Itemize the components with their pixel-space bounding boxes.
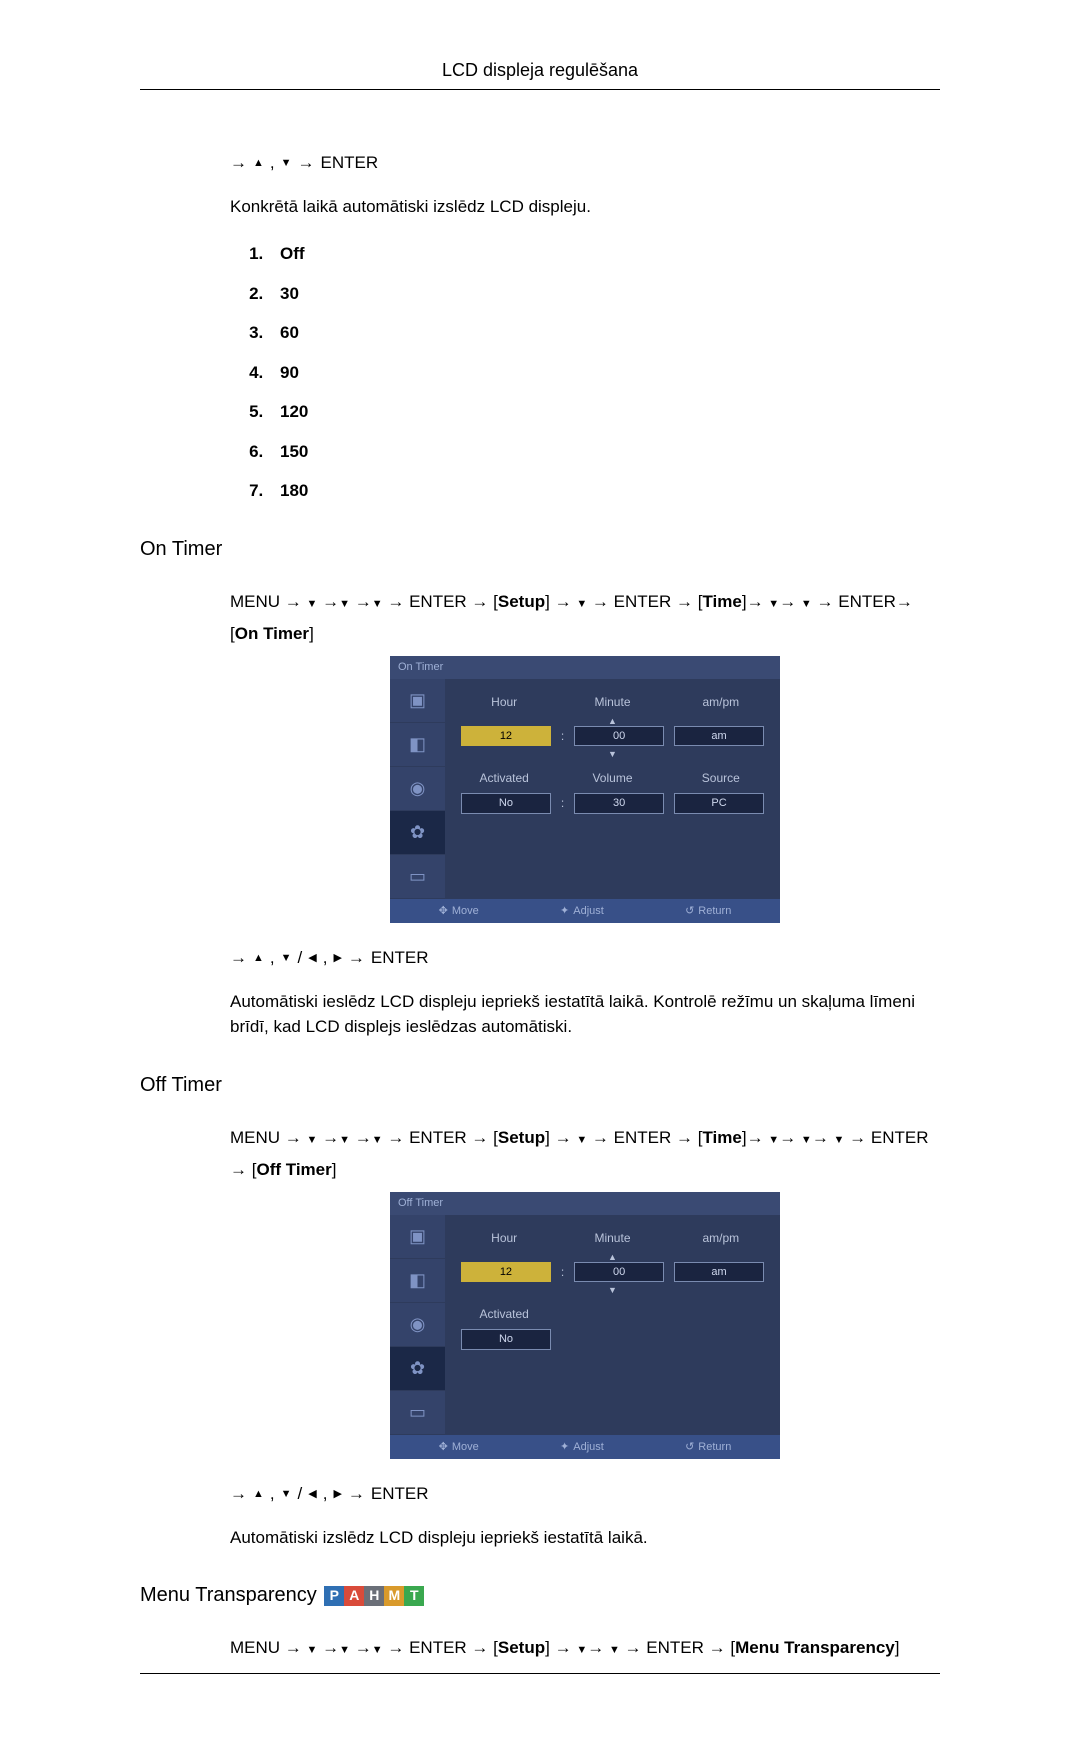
osd-label: Activated — [461, 769, 547, 787]
mode-badge: T — [404, 1586, 424, 1606]
osd-label: Minute — [569, 1229, 655, 1247]
osd-title: Off Timer — [390, 1192, 780, 1215]
list-item: 120 — [268, 399, 940, 425]
osd-sidebar: ▣ ◧ ◉ ✿ ▭ — [390, 1215, 445, 1435]
badge-group: PAHMT — [324, 1586, 424, 1606]
osd-value-ampm[interactable]: am — [674, 726, 764, 747]
triangle-down-icon — [281, 1486, 292, 1503]
off-timer-path: MENU → → → → ENTER → [Setup] → → ENTER →… — [230, 1122, 940, 1187]
osd-footer-move: ✥ Move — [439, 1439, 479, 1456]
list-item: 150 — [268, 439, 940, 465]
triangle-left-icon — [308, 950, 316, 967]
osd-label: Volume — [569, 769, 655, 787]
menu-transparency-title: Menu Transparency PAHMT — [140, 1580, 940, 1610]
osd-value-activated[interactable]: No — [461, 793, 551, 814]
triangle-right-icon — [333, 950, 341, 967]
triangle-up-icon — [253, 1486, 264, 1503]
osd-icon-multi[interactable]: ▭ — [390, 1391, 445, 1435]
osd-value-activated[interactable]: No — [461, 1329, 551, 1350]
osd-footer: ✥ Move ✦ Adjust ↺ Return — [390, 1435, 780, 1460]
enter-label: ENTER — [321, 150, 379, 176]
osd-icon-picture[interactable]: ▣ — [390, 679, 445, 723]
osd-value-minute[interactable]: 00 — [574, 726, 664, 747]
osd-footer: ✥ Move ✦ Adjust ↺ Return — [390, 899, 780, 924]
off-timer-desc: Automātiski izslēdz LCD displeju iepriek… — [230, 1525, 940, 1551]
comma: , — [270, 150, 275, 176]
options-list: Off 30 60 90 120 150 180 — [230, 241, 940, 504]
osd-label: Hour — [461, 1229, 547, 1247]
triangle-down-icon — [281, 155, 292, 172]
osd-footer-return: ↺ Return — [685, 903, 731, 920]
osd-value-minute[interactable]: 00 — [574, 1262, 664, 1283]
on-timer-desc: Automātiski ieslēdz LCD displeju iepriek… — [230, 989, 940, 1040]
osd-label: Hour — [461, 693, 547, 711]
enter-label: ENTER — [371, 1481, 429, 1507]
osd-icon-setup[interactable]: ✿ — [390, 811, 445, 855]
triangle-left-icon — [308, 1486, 316, 1503]
osd-value-volume[interactable]: 30 — [574, 793, 664, 814]
osd-icon-multi[interactable]: ▭ — [390, 855, 445, 899]
osd-off-timer: Off Timer ▣ ◧ ◉ ✿ ▭ Hour Minute am/pm ▲ — [390, 1192, 780, 1459]
osd-label: am/pm — [678, 1229, 764, 1247]
osd-on-timer: On Timer ▣ ◧ ◉ ✿ ▭ Hour Minute am/pm ▲ — [390, 656, 780, 923]
list-item: 60 — [268, 320, 940, 346]
list-item: 180 — [268, 478, 940, 504]
osd-footer-adjust: ✦ Adjust — [560, 903, 604, 920]
osd-sidebar: ▣ ◧ ◉ ✿ ▭ — [390, 679, 445, 899]
intro-desc: Konkrētā laikā automātiski izslēdz LCD d… — [230, 194, 940, 220]
osd-footer-return: ↺ Return — [685, 1439, 731, 1456]
mode-badge: A — [344, 1586, 364, 1606]
osd-footer-move: ✥ Move — [439, 903, 479, 920]
osd-value-hour[interactable]: 12 — [461, 726, 551, 747]
osd-value-ampm[interactable]: am — [674, 1262, 764, 1283]
on-timer-title: On Timer — [140, 534, 940, 564]
osd-icon-input[interactable]: ◧ — [390, 723, 445, 767]
osd-value-hour[interactable]: 12 — [461, 1262, 551, 1283]
osd-icon-input[interactable]: ◧ — [390, 1259, 445, 1303]
off-timer-nav-after: → , / , → ENTER — [230, 1481, 940, 1507]
arrow-icon: → — [230, 150, 247, 176]
footer-rule — [140, 1673, 940, 1674]
arrow-icon: → — [298, 150, 315, 176]
enter-label: ENTER — [371, 945, 429, 971]
menu-transparency-path: MENU → → → → ENTER → [Setup] → → → ENTER… — [230, 1632, 940, 1664]
triangle-up-icon — [253, 950, 264, 967]
triangle-up-icon — [253, 155, 264, 172]
osd-footer-adjust: ✦ Adjust — [560, 1439, 604, 1456]
osd-label: Source — [678, 769, 764, 787]
mode-badge: H — [364, 1586, 384, 1606]
doc-header: LCD displeja regulēšana — [140, 60, 940, 89]
list-item: 90 — [268, 360, 940, 386]
mode-badge: M — [384, 1586, 404, 1606]
on-timer-nav-after: → , / , → ENTER — [230, 945, 940, 971]
osd-value-source[interactable]: PC — [674, 793, 764, 814]
triangle-down-icon — [281, 950, 292, 967]
osd-icon-sound[interactable]: ◉ — [390, 1303, 445, 1347]
list-item: Off — [268, 241, 940, 267]
osd-label: Activated — [461, 1305, 547, 1323]
mode-badge: P — [324, 1586, 344, 1606]
osd-icon-setup[interactable]: ✿ — [390, 1347, 445, 1391]
osd-icon-picture[interactable]: ▣ — [390, 1215, 445, 1259]
intro-nav: → , → ENTER — [230, 150, 940, 176]
osd-icon-sound[interactable]: ◉ — [390, 767, 445, 811]
osd-label: am/pm — [678, 693, 764, 711]
off-timer-title: Off Timer — [140, 1070, 940, 1100]
on-timer-path: MENU → → → → ENTER → [Setup] → → ENTER →… — [230, 586, 940, 651]
osd-title: On Timer — [390, 656, 780, 679]
triangle-right-icon — [333, 1486, 341, 1503]
content-area: → , → ENTER Konkrētā laikā automātiski i… — [140, 90, 940, 1664]
list-item: 30 — [268, 281, 940, 307]
osd-label: Minute — [569, 693, 655, 711]
